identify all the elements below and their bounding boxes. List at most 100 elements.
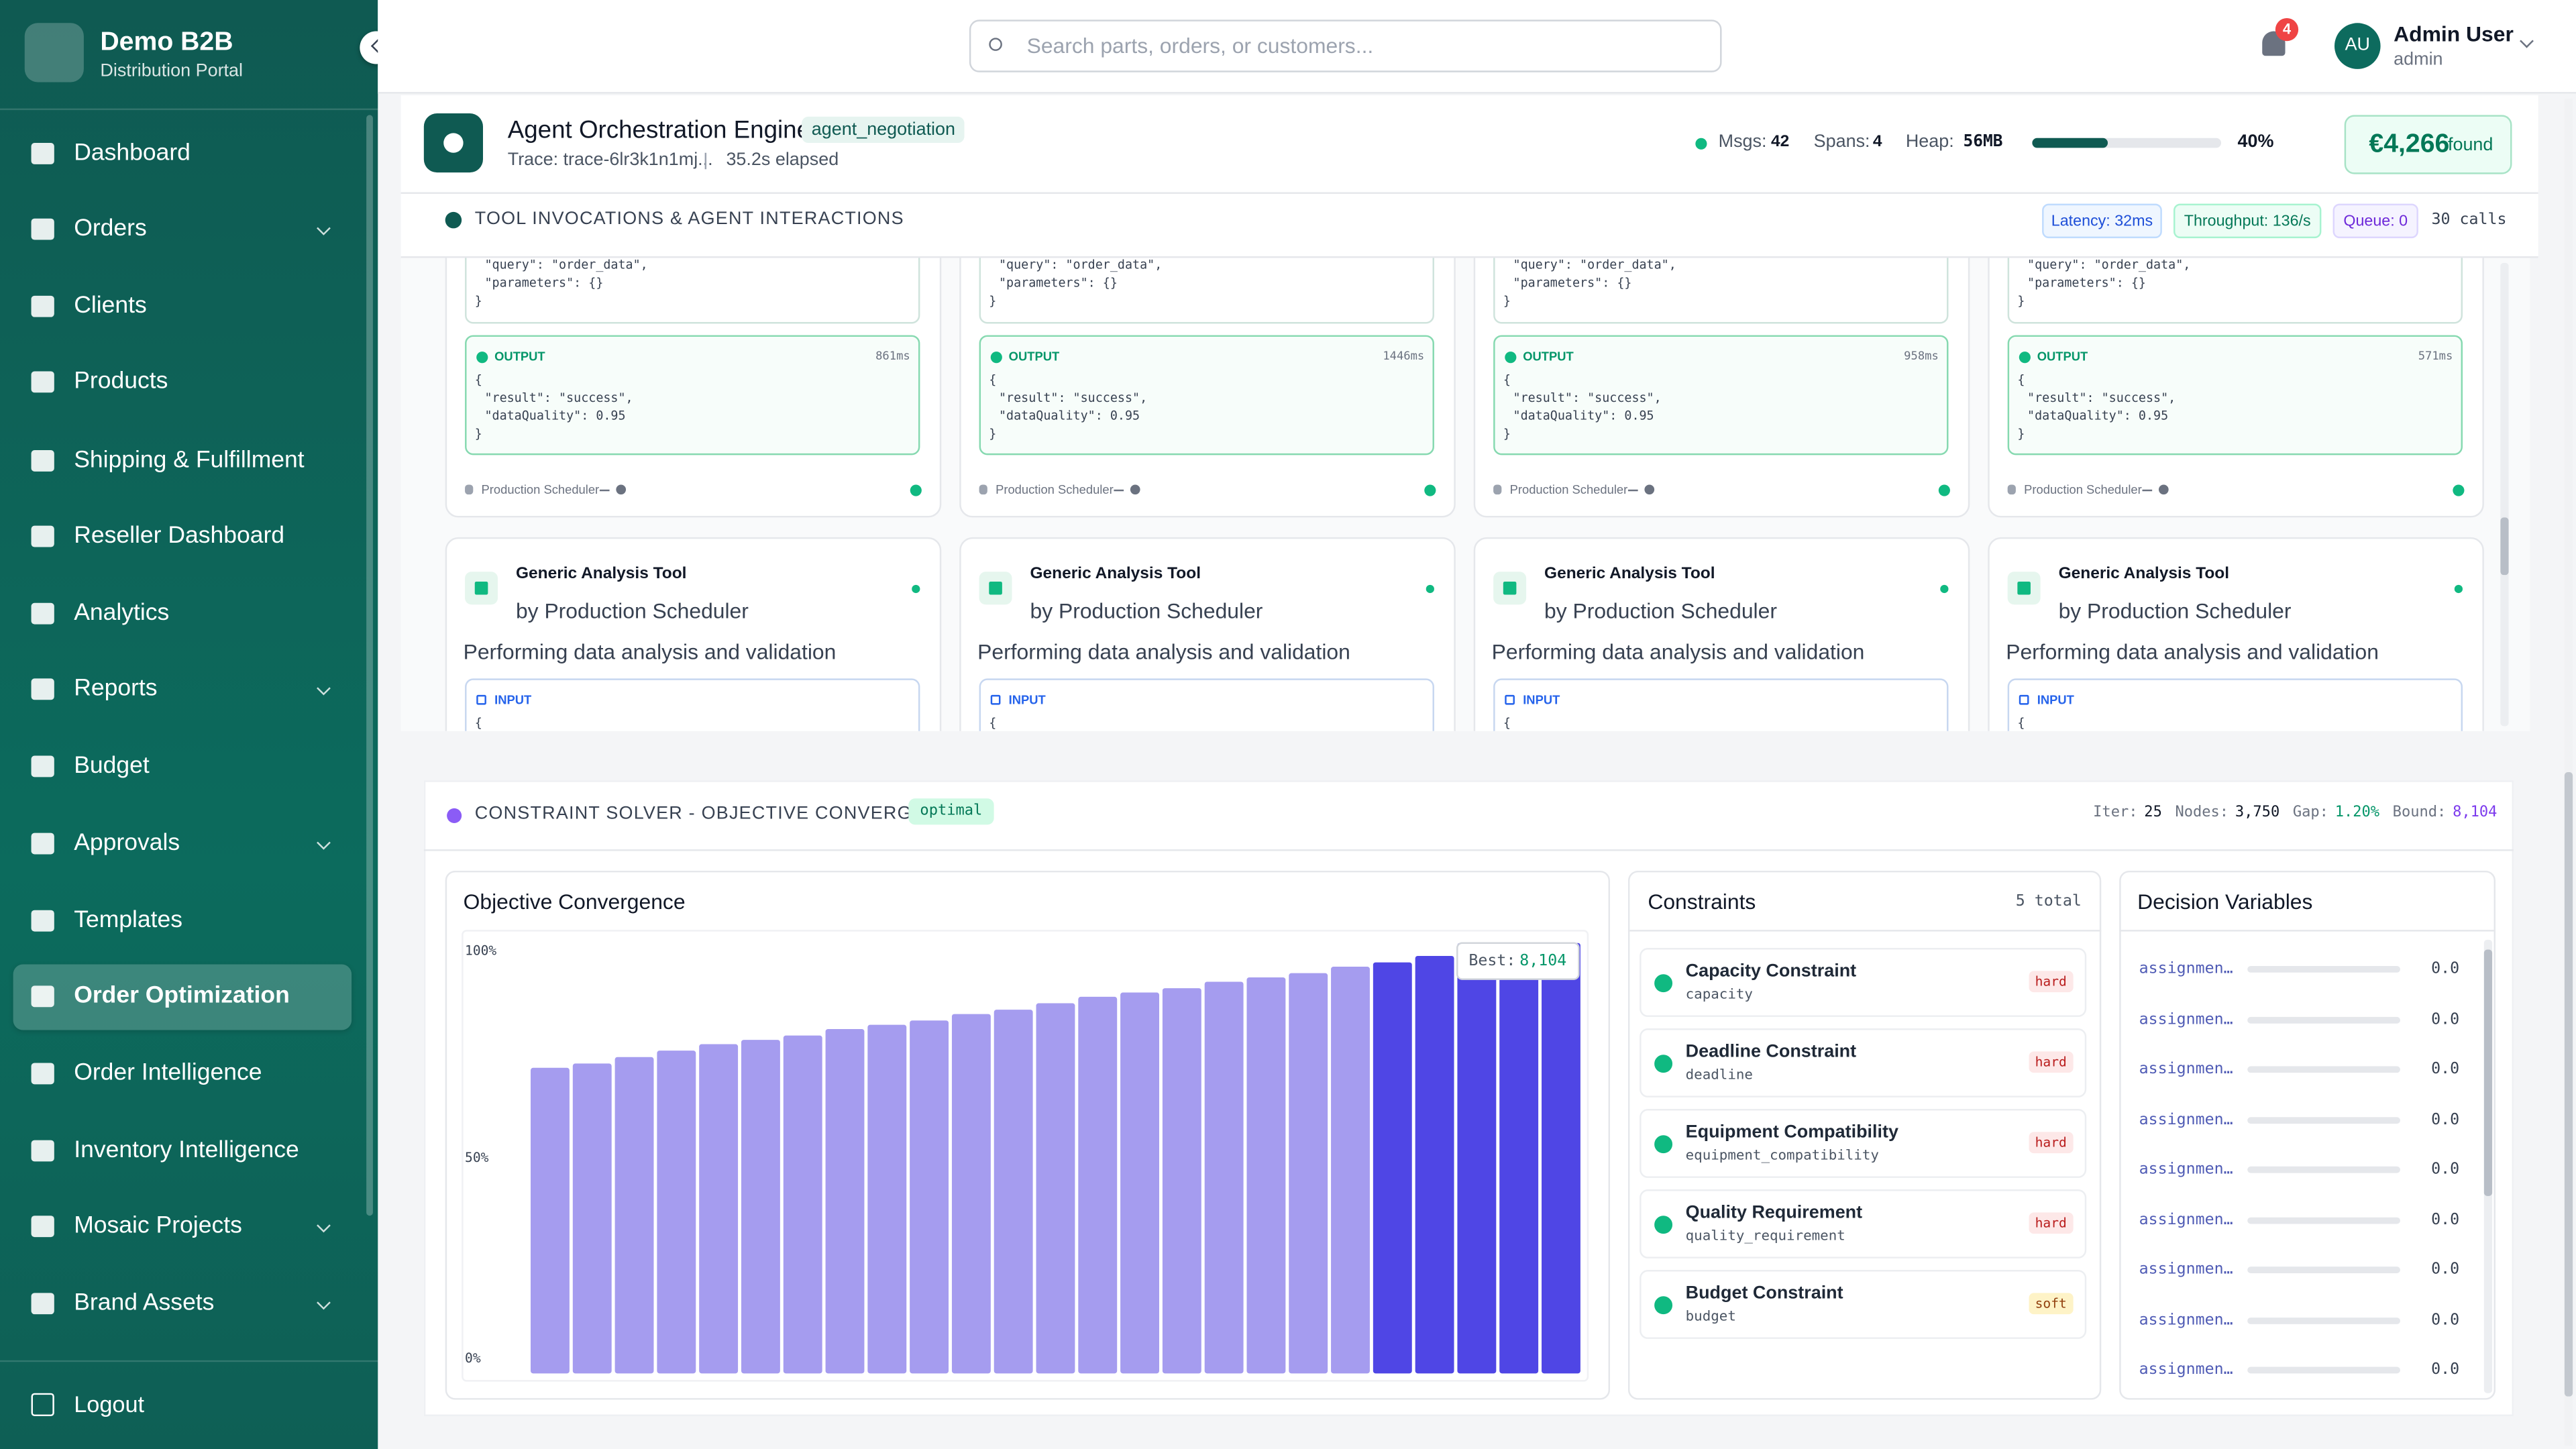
agent-icon-small: [1493, 484, 1501, 494]
code-line: }: [2017, 427, 2025, 441]
nav-item[interactable]: Mosaic Projects: [74, 1213, 242, 1242]
logout-icon: [32, 1393, 54, 1416]
code-line: {: [989, 372, 996, 387]
nav-item[interactable]: Clients: [74, 293, 147, 322]
output-label: OUTPUT: [1523, 349, 1574, 364]
nav-item[interactable]: Reseller Dashboard: [74, 523, 284, 552]
chart-title: Objective Convergence: [464, 889, 686, 914]
constraints-title: Constraints: [1648, 889, 1756, 914]
solver-stat-label: Nodes:: [2175, 805, 2229, 821]
code-line: "dataQuality": 0.95: [1513, 409, 1654, 423]
solver-stat-label: Iter:: [2093, 805, 2137, 821]
constraint-kind: hard: [2029, 1132, 2074, 1153]
solver-stat-value: 1.20%: [2335, 805, 2379, 821]
search-placeholder: Search parts, orders, or customers...: [1027, 33, 1374, 58]
nav-icon: [32, 371, 54, 392]
nav-item[interactable]: Reports: [74, 676, 157, 704]
constraint-name: Quality Requirement: [1686, 1203, 1862, 1225]
code-line: {: [475, 372, 482, 387]
brand-subtitle: Distribution Portal: [100, 62, 243, 83]
tool-description: Performing data analysis and validation: [2006, 639, 2379, 665]
nav-item[interactable]: Order Optimization: [74, 983, 290, 1012]
nav-item[interactable]: Dashboard: [74, 140, 191, 169]
output-time: 1446ms: [1383, 350, 1424, 364]
sidebar-divider: [0, 1360, 378, 1362]
nav-item[interactable]: Analytics: [74, 600, 169, 629]
target-icon: [2159, 484, 2169, 494]
solver-stat-label: Bound:: [2393, 805, 2447, 821]
variable-value: 0.0: [2431, 1361, 2459, 1380]
nav-icon: [32, 219, 54, 240]
code-line: "query": "order_data",: [999, 258, 1162, 272]
solver-stats: Iter:25Nodes:3,750Gap:1.20%Bound:8,104: [2093, 805, 2497, 821]
nav-item[interactable]: Shipping & Fulfillment: [74, 447, 304, 476]
variable-value: 0.0: [2431, 1210, 2459, 1229]
variable-value: 0.0: [2431, 1311, 2459, 1330]
nav-icon: [32, 603, 54, 625]
metric-badge-text: Latency: 32ms: [2051, 213, 2153, 231]
trace-separator: [705, 153, 706, 169]
variable-name: assignmen…: [2139, 960, 2233, 979]
arrow: [1628, 489, 1638, 491]
stat-label: Msgs:: [1719, 132, 1767, 154]
variables-scroll-thumb: [2484, 950, 2492, 1196]
agent-icon-small: [979, 484, 987, 494]
input-icon: [1505, 695, 1515, 705]
heap-percent: 40%: [2238, 132, 2274, 154]
solver-title: CONSTRAINT SOLVER - OBJECTIVE CONVERGENC…: [475, 804, 966, 826]
code-line: }: [475, 427, 482, 441]
nav-item[interactable]: Products: [74, 368, 168, 397]
input-box: [465, 678, 920, 731]
variable-value: 0.0: [2431, 960, 2459, 979]
target-icon: [1644, 484, 1654, 494]
code-line: "parameters": {}: [999, 275, 1118, 290]
constraint-kind: soft: [2029, 1293, 2074, 1314]
code-line: "parameters": {}: [2027, 275, 2146, 290]
user-role: admin: [2394, 50, 2443, 71]
constraint-code: budget: [1686, 1309, 1736, 1326]
nav-icon: [32, 985, 54, 1007]
constraints-total: 5 total: [2016, 893, 2082, 912]
constraint-kind: hard: [2029, 971, 2074, 992]
tool-icon-glyph: [2017, 582, 2031, 595]
input-icon: [2019, 695, 2029, 705]
nav-item[interactable]: Budget: [74, 753, 150, 782]
agent-elapsed: 35.2s elapsed: [726, 150, 839, 172]
nav-item[interactable]: Approvals: [74, 830, 180, 859]
nav-expand: [317, 221, 331, 235]
tools-scroll-thumb: [2500, 517, 2508, 575]
nav-icon: [32, 143, 54, 164]
solver-stat-value: 8,104: [2453, 805, 2497, 821]
nav-icon: [32, 1216, 54, 1237]
tool-by: by Production Scheduler: [2059, 598, 2292, 624]
tool-icon-glyph: [475, 582, 488, 595]
nav-expand: [317, 1219, 331, 1233]
nav-item[interactable]: Orders: [74, 216, 147, 245]
logout[interactable]: Logout: [74, 1391, 144, 1418]
constraint-code: quality_requirement: [1686, 1229, 1845, 1246]
tools-title: TOOL INVOCATIONS & AGENT INTERACTIONS: [475, 209, 904, 231]
code-line: "result": "success",: [1513, 390, 1662, 405]
code-line: "result": "success",: [2027, 390, 2176, 405]
nav-item[interactable]: Order Intelligence: [74, 1060, 262, 1089]
tools-scroll: "query": "order_data", "parameters": {}} O…: [401, 258, 2530, 731]
tools-icon: [445, 212, 462, 228]
input-label: INPUT: [1523, 692, 1560, 707]
found-amount: €4,266: [2369, 129, 2449, 160]
variables-title: Decision Variables: [2137, 889, 2312, 914]
constraint-name: Deadline Constraint: [1686, 1042, 1856, 1064]
notification-count: 4: [2283, 21, 2291, 38]
arrow: [600, 489, 610, 491]
nav-icon: [32, 296, 54, 317]
sidebar-scrollbar: [366, 115, 373, 1216]
variable-track: [2247, 1267, 2400, 1273]
code-line: "query": "order_data",: [484, 258, 647, 272]
solver-stat-value: 25: [2144, 805, 2162, 821]
code-line: }: [989, 293, 996, 308]
nav-item[interactable]: Templates: [74, 908, 182, 936]
tool-description: Performing data analysis and validation: [1492, 639, 1865, 665]
nav-item[interactable]: Brand Assets: [74, 1290, 214, 1319]
solver-header-line: [424, 849, 2514, 851]
nav-item[interactable]: Inventory Intelligence: [74, 1137, 299, 1166]
